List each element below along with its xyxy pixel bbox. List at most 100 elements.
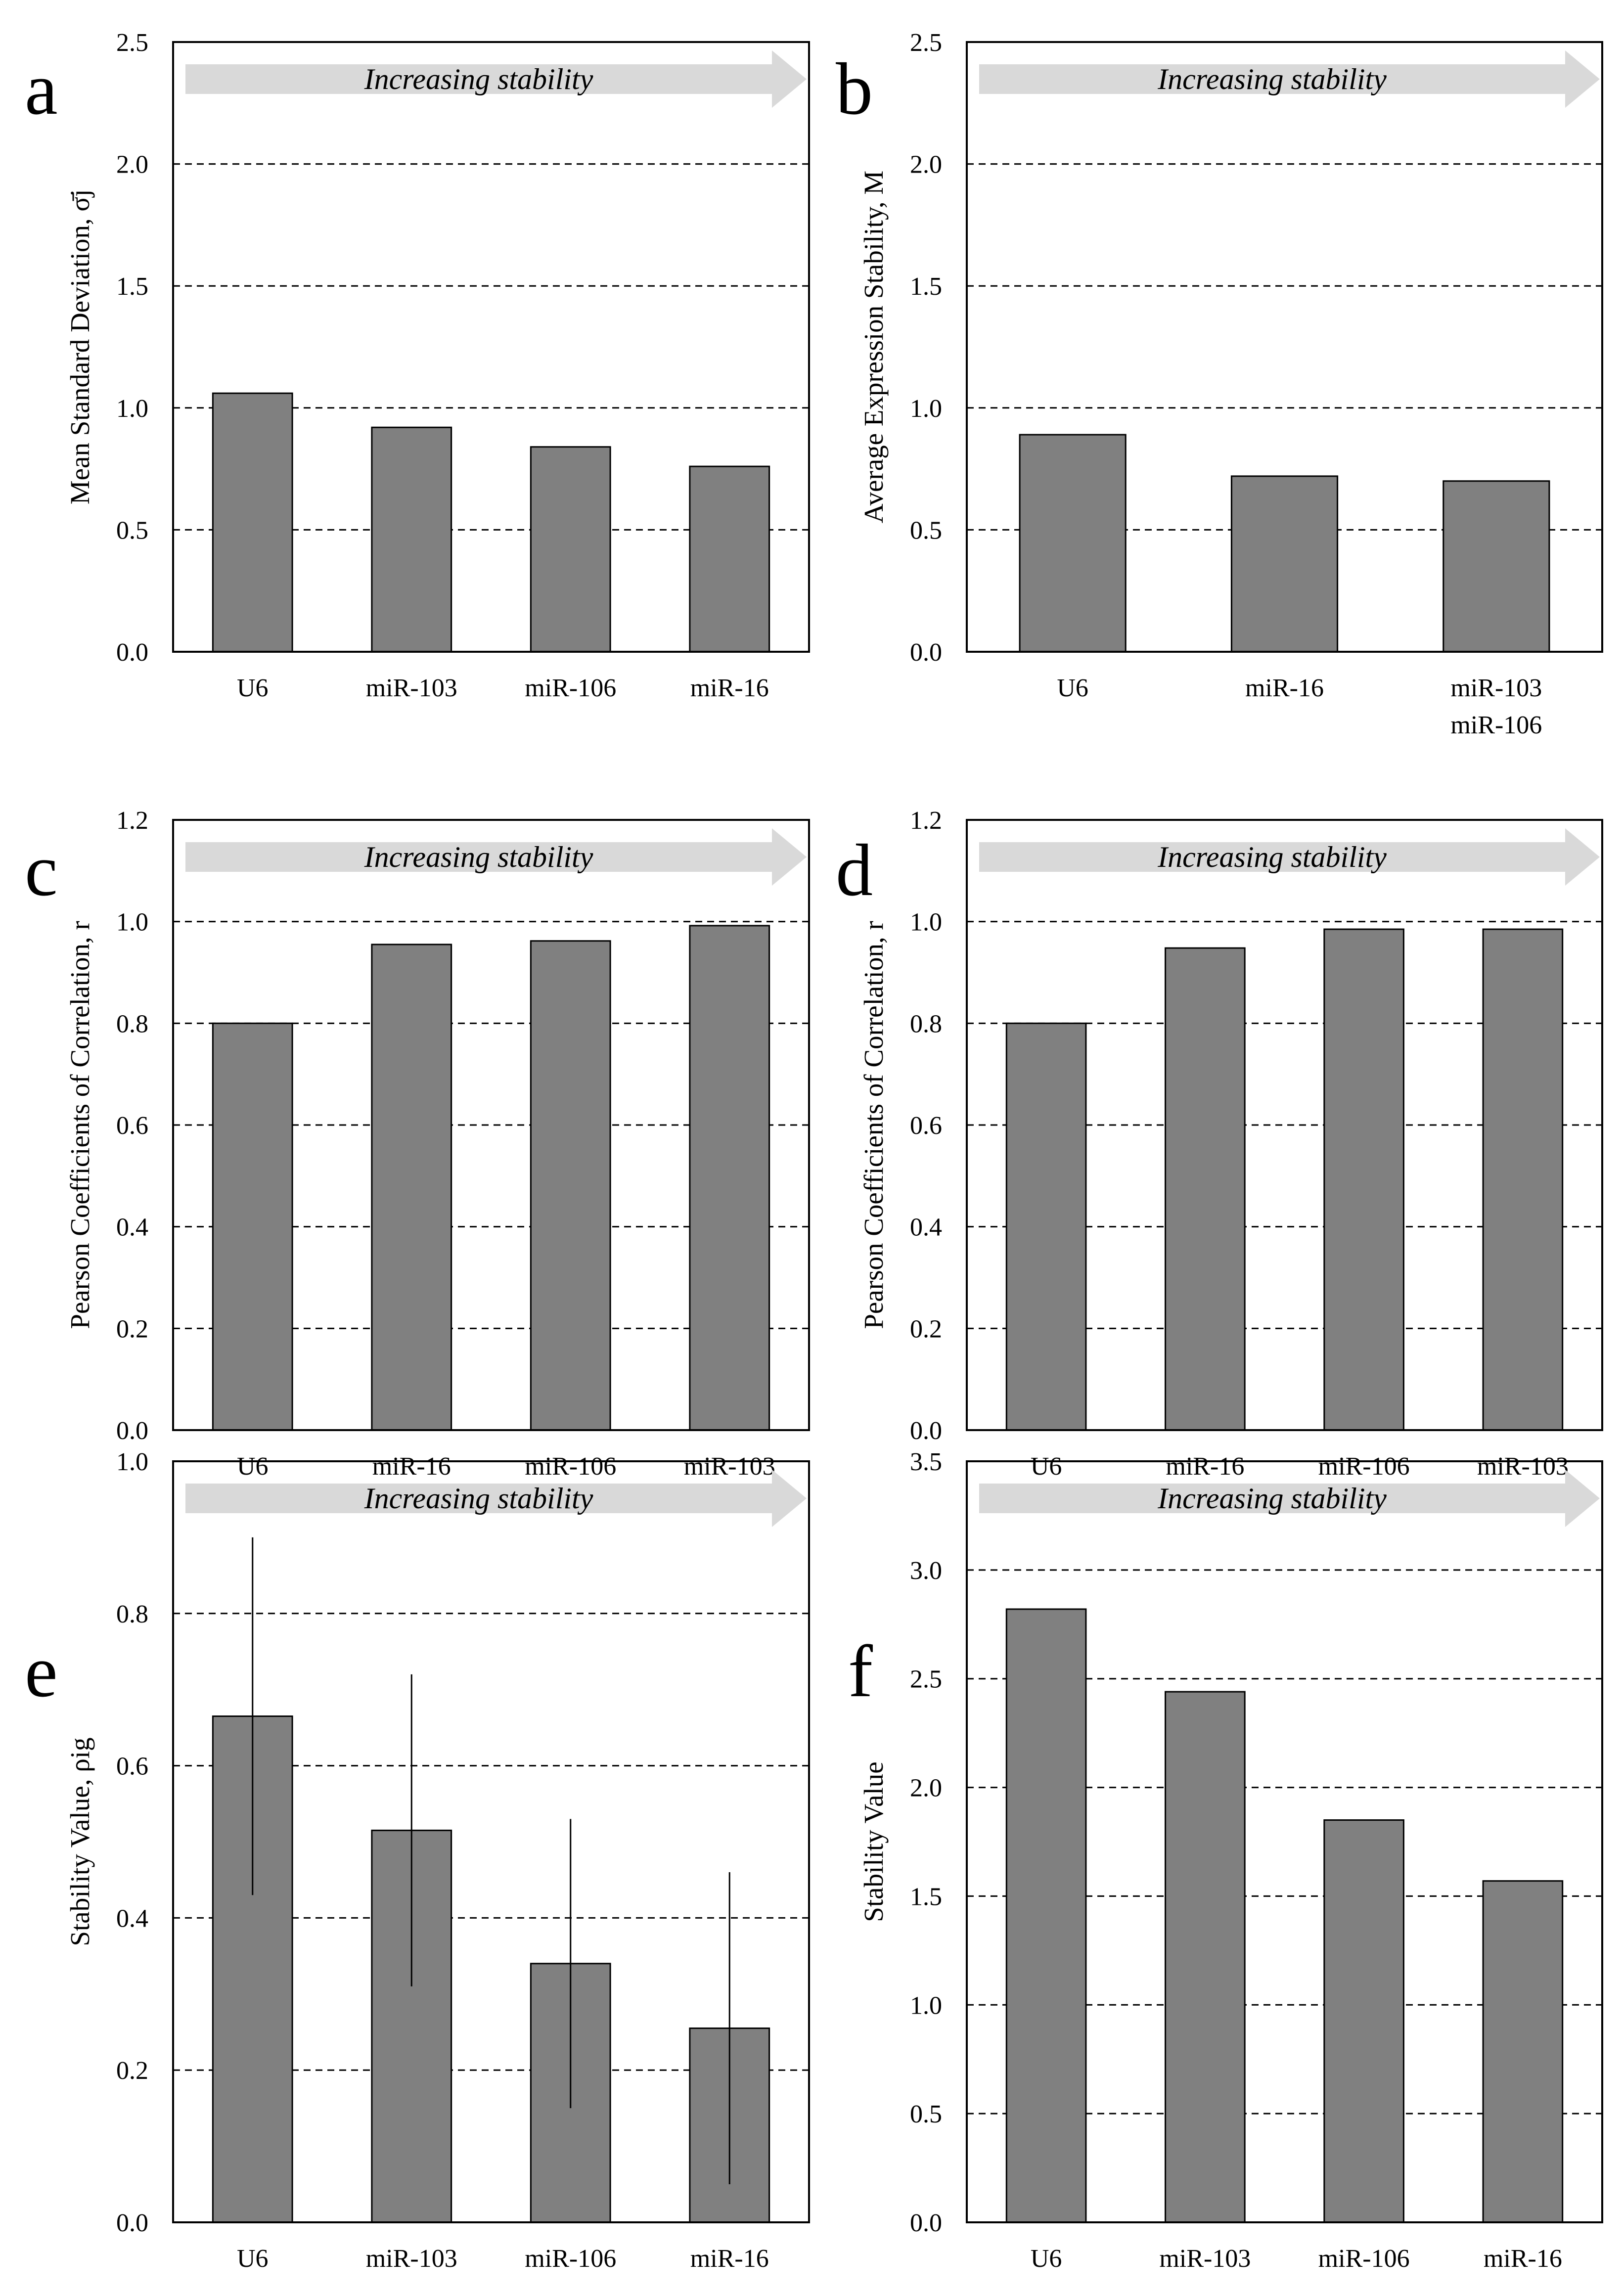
x-tick-label: miR-106: [1450, 711, 1542, 739]
y-tick-label: 3.5: [910, 1448, 942, 1476]
x-tick-label: miR-16: [372, 1452, 451, 1481]
chart-panel-f: f 0.0 0.5 1.0 1.5 2.0 2.5 3.0 3.5 Increasing stab…: [848, 1448, 1603, 2273]
bar-mir-106: [1323, 1819, 1404, 2223]
y-tick-label: 0.8: [910, 1010, 942, 1038]
y-tick-label: 3.0: [910, 1557, 942, 1585]
y-tick-label: 1.5: [116, 272, 148, 301]
panel-letter: c: [25, 829, 58, 911]
y-tick-label: 0.4: [910, 1214, 942, 1242]
x-tick-label: miR-103: [1477, 1452, 1569, 1481]
bar-u6: [212, 392, 293, 653]
banner-text: Increasing stability: [364, 841, 593, 873]
bar-u6: [1019, 434, 1127, 653]
panel-letter: d: [836, 829, 873, 911]
chart-panel-b: b 0.0 0.5 1.0 1.5 2.0 2.5 Increasing stability U…: [836, 29, 1603, 739]
bar-mir-106: [530, 446, 611, 653]
increasing-stability-arrow: [185, 50, 807, 108]
x-tick-label: miR-16: [1166, 1452, 1244, 1481]
y-axis-label: Average Expression Stability, M: [858, 171, 889, 523]
bar-mir-103: [371, 426, 452, 653]
increasing-stability-arrow: [185, 828, 807, 886]
bar-mir-106: [1323, 928, 1404, 1431]
x-tick-label: U6: [1057, 674, 1088, 702]
panel-letter: f: [848, 1630, 873, 1712]
x-tick-label: miR-106: [525, 1452, 616, 1481]
y-axis-label: Stability Value: [858, 1761, 889, 1922]
y-tick-label: 2.5: [116, 29, 148, 57]
bar-u6: [212, 1022, 293, 1431]
y-tick-label: 1.2: [910, 807, 942, 835]
y-tick-label: 1.0: [116, 1448, 148, 1476]
plot-frame: [172, 819, 810, 1431]
x-tick-label: U6: [237, 2245, 269, 2273]
bar-mir-106: [530, 940, 611, 1431]
panel-letter: a: [25, 48, 58, 130]
chart-panel-c: c 0.0 0.2 0.4 0.6 0.8 1.0 1.2 Increasing stabili…: [25, 807, 810, 1481]
y-tick-label: 0.5: [910, 516, 942, 544]
y-tick-label: 0.2: [116, 1315, 148, 1343]
x-tick-label: miR-103: [366, 674, 457, 702]
x-tick-label: U6: [1031, 1452, 1062, 1481]
y-tick-label: 0.0: [116, 1417, 148, 1445]
y-tick-label: 0.0: [910, 1417, 942, 1445]
bar-u6: [1005, 1608, 1087, 2223]
y-tick-label: 2.0: [910, 151, 942, 179]
y-tick-label: 0.2: [910, 1315, 942, 1343]
banner-text: Increasing stability: [1157, 1482, 1387, 1515]
x-tick-label: miR-106: [525, 2245, 616, 2273]
banner-text: Increasing stability: [1157, 63, 1387, 95]
y-tick-label: 0.6: [116, 1753, 148, 1781]
y-tick-label: 0.5: [910, 2100, 942, 2128]
x-tick-label: miR-106: [1318, 1452, 1410, 1481]
increasing-stability-arrow: [185, 1470, 807, 1527]
y-axis-label: Pearson Coefficients of Correlation, r: [65, 921, 95, 1329]
bar-mir-103: [689, 925, 770, 1431]
increasing-stability-arrow: [979, 828, 1600, 886]
y-tick-label: 2.5: [910, 1666, 942, 1694]
bar-mir-16: [1482, 1880, 1564, 2223]
y-tick-label: 1.0: [116, 395, 148, 423]
x-tick-label: miR-103: [1450, 674, 1542, 702]
y-tick-label: 0.0: [910, 2209, 942, 2237]
x-tick-label: miR-103: [1159, 2245, 1251, 2273]
y-axis-label: Stability Value, ρig: [65, 1737, 95, 1946]
y-tick-label: 2.0: [116, 151, 148, 179]
y-tick-label: 1.0: [910, 1991, 942, 2020]
chart-panel-d: d 0.0 0.2 0.4 0.6 0.8 1.0 1.2 Increasing stabili…: [836, 807, 1603, 1481]
y-tick-label: 0.2: [116, 2057, 148, 2085]
y-tick-label: 0.8: [116, 1600, 148, 1628]
increasing-stability-arrow: [979, 1470, 1600, 1527]
bar-mir-16: [371, 944, 452, 1431]
plot-frame: [966, 1460, 1603, 2223]
x-tick-label: miR-16: [1484, 2245, 1562, 2273]
plot-frame: [966, 819, 1603, 1431]
y-tick-label: 0.5: [116, 516, 148, 544]
y-tick-label: 1.2: [116, 807, 148, 835]
banner-text: Increasing stability: [364, 1482, 593, 1515]
y-tick-label: 0.0: [116, 638, 148, 667]
chart-panel-a: a 0.0 0.5 1.0 1.5 2.0 2.5 Increasing stability U…: [25, 29, 810, 702]
y-axis-label: Mean Standard Deviation, σ̄j: [65, 189, 95, 505]
y-tick-label: 1.0: [910, 908, 942, 937]
y-tick-label: 0.0: [910, 638, 942, 667]
y-tick-label: 0.8: [116, 1010, 148, 1038]
y-tick-label: 1.0: [116, 908, 148, 937]
x-tick-label: miR-16: [690, 2245, 769, 2273]
y-tick-label: 0.6: [910, 1112, 942, 1140]
plot-frame: [172, 1460, 810, 2223]
bar-u6: [1005, 1022, 1087, 1431]
bar-mir-103-mir-106: [1443, 480, 1550, 653]
y-tick-label: 0.6: [116, 1112, 148, 1140]
x-tick-label: miR-16: [690, 674, 769, 702]
banner-text: Increasing stability: [364, 63, 593, 95]
x-tick-label: U6: [237, 674, 269, 702]
x-tick-label: miR-103: [684, 1452, 775, 1481]
bar-mir-103: [1482, 928, 1564, 1431]
y-axis-label: Pearson Coefficients of Correlation, r: [858, 921, 889, 1329]
x-tick-label: miR-16: [1245, 674, 1324, 702]
y-tick-label: 1.0: [910, 395, 942, 423]
increasing-stability-arrow: [979, 50, 1600, 108]
bar-mir-103: [1165, 1691, 1246, 2223]
x-tick-label: miR-106: [525, 674, 616, 702]
